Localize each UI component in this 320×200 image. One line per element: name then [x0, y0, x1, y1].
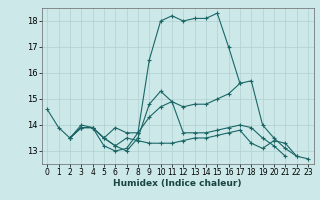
X-axis label: Humidex (Indice chaleur): Humidex (Indice chaleur)	[113, 179, 242, 188]
